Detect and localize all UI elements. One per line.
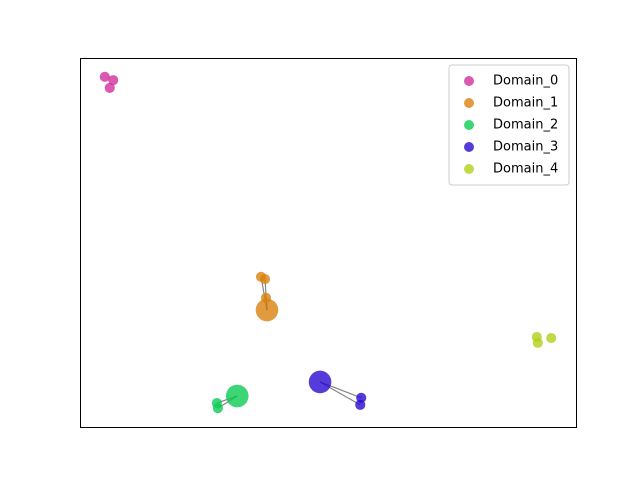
point (212, 403, 223, 414)
point (259, 273, 271, 285)
legend-label: Domain_1 (493, 96, 558, 111)
legend-box (448, 64, 570, 186)
legend-marker (464, 120, 474, 130)
point (355, 399, 366, 410)
legend-marker (464, 164, 474, 174)
axes-frame (80, 58, 577, 428)
legend-marker (464, 98, 474, 108)
point (532, 337, 543, 348)
legend-marker (464, 76, 474, 86)
point (546, 333, 557, 344)
point (99, 71, 110, 82)
point (308, 370, 332, 394)
legend-marker (464, 142, 474, 152)
point (255, 298, 279, 322)
legend-label: Domain_3 (493, 140, 558, 155)
point (108, 75, 119, 86)
point (225, 384, 249, 408)
legend-label: Domain_2 (493, 118, 558, 133)
plot-area (99, 71, 557, 414)
legend-label: Domain_4 (493, 162, 558, 177)
legend-label: Domain_0 (493, 74, 558, 89)
point (104, 82, 115, 93)
